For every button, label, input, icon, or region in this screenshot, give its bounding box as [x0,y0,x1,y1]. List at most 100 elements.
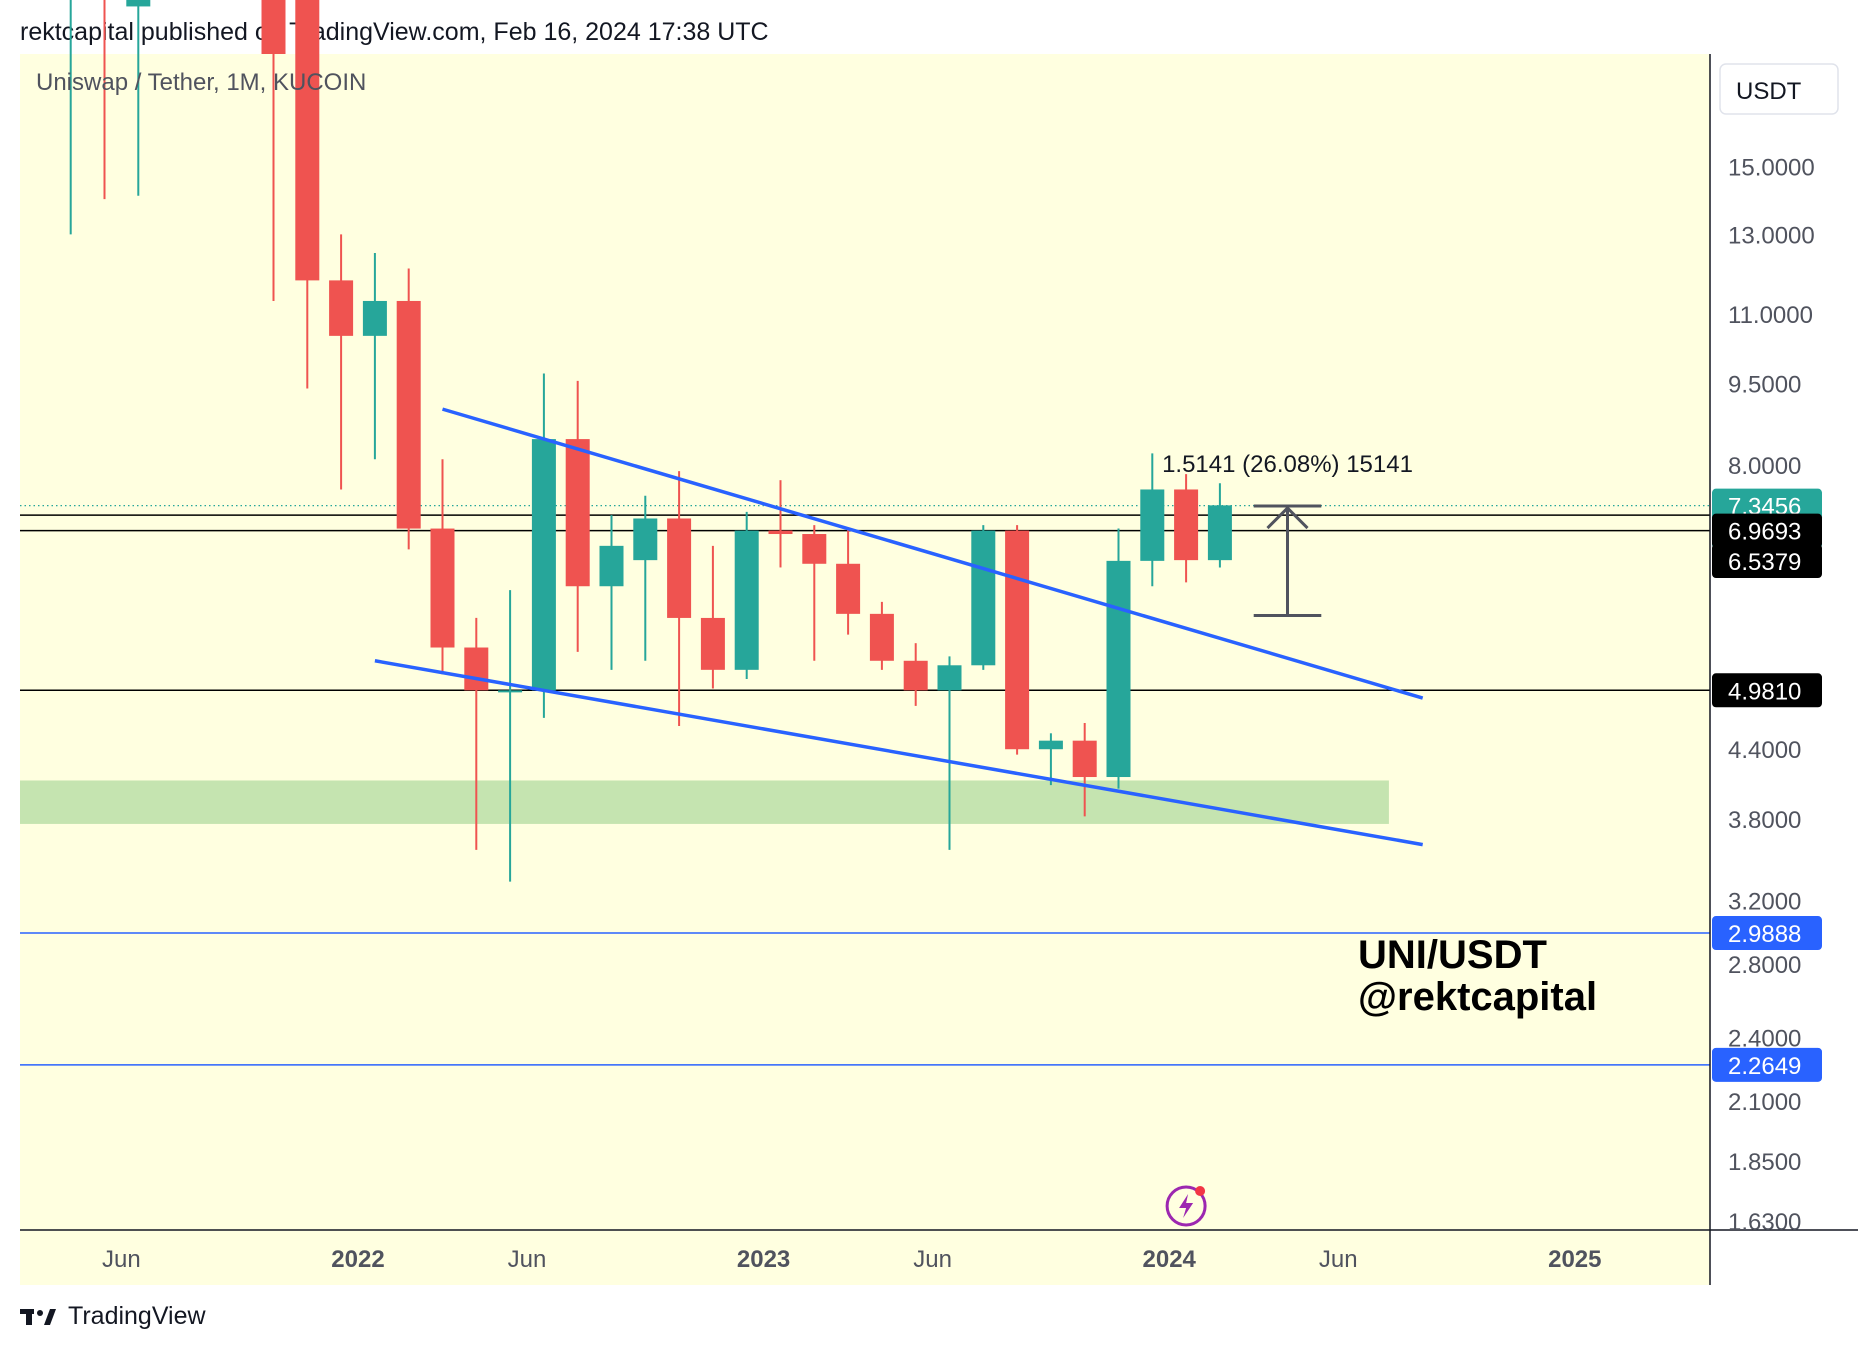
candle [633,495,658,661]
candle-body [768,530,793,535]
y-tick-label: 4.4000 [1728,737,1801,764]
measure-arrow-icon [1266,505,1309,530]
upper-trendline [442,407,1424,700]
candle-body [802,534,827,564]
candle-body [734,530,759,670]
y-tick-label: 3.2000 [1728,889,1801,916]
candle [1106,528,1131,789]
y-tick-label: 11.0000 [1728,302,1813,329]
price-tag-box [1712,513,1822,548]
price-tag-label: 6.5379 [1728,549,1801,576]
y-tick-label: 8.0000 [1728,453,1801,480]
candle [396,268,421,550]
candle [1038,733,1063,786]
watermark-line1: UNI/USDT [1358,933,1547,977]
candle-body [937,665,962,691]
candle-body [464,647,489,691]
candle-body [700,617,725,670]
candle [1174,474,1199,583]
candle-body [531,439,556,691]
y-tick-label: 2.4000 [1728,1025,1801,1052]
candle [464,617,489,850]
candle [531,373,556,718]
x-tick-label: 2025 [1548,1246,1601,1273]
y-tick-label: 2.8000 [1728,952,1801,979]
footer-brand[interactable]: TradingView [20,1302,206,1331]
x-tick-label: Jun [508,1246,547,1273]
candle-body [667,518,692,618]
currency-selector[interactable]: USDT [1719,63,1839,115]
candle-body [1072,740,1097,778]
candle [329,234,354,490]
candle-body [1174,489,1199,561]
candle [836,528,861,635]
candle-body [836,563,861,614]
candle [498,590,523,882]
price-tag-label: 4.9810 [1728,678,1801,705]
candle [103,0,106,200]
lightning-badge-icon [1165,1185,1207,1227]
candle-body [362,300,387,336]
y-tick-label: 13.0000 [1728,222,1815,249]
candle-body [430,528,455,648]
candle [937,656,962,850]
candle-body [1140,489,1165,561]
candle-body [295,0,320,281]
candle-body [971,530,996,666]
price-tag: 2.2649 [1712,1047,1822,1082]
price-tag-label: 2.2649 [1728,1053,1801,1080]
candle [869,601,894,670]
x-tick-label: Jun [102,1246,141,1273]
candle [1207,483,1232,568]
candle [700,545,725,689]
price-tag-box [1712,916,1822,951]
x-tick-label: 2024 [1143,1246,1197,1273]
y-tick-label: 9.5000 [1728,371,1801,398]
candle [802,525,827,661]
candle [667,471,692,727]
price-tag: 2.9888 [1712,916,1822,951]
measure-label: 1.5141 (26.08%) 15141 [1162,451,1413,478]
candle-body [396,300,421,529]
footer-brand-label: TradingView [68,1302,206,1330]
candle [430,459,455,675]
candle-body [1038,740,1063,750]
candle-body [329,280,354,336]
candle [1140,453,1165,587]
candle [599,515,624,670]
candle-body [599,545,624,587]
price-tag-box [1712,673,1822,708]
lower-trendline [374,659,1424,847]
candle-body [1207,505,1232,561]
price-tag-box [1712,544,1822,579]
y-tick-label: 1.6300 [1728,1209,1801,1236]
y-tick-label: 1.8500 [1728,1149,1801,1176]
candle-body [869,613,894,661]
candle-body [261,0,286,54]
candle [126,0,151,196]
candle-body [903,660,928,691]
x-tick-label: Jun [1319,1246,1358,1273]
x-tick-label: Jun [913,1246,952,1273]
candle [971,525,996,670]
price-axis-background [1710,54,1858,1230]
price-tag: 6.9693 [1712,513,1822,548]
y-tick-label: 2.1000 [1728,1089,1801,1116]
symbol-label: Uniswap / Tether, 1M, KUCOIN [36,69,366,96]
candle-body [565,439,590,587]
candle [261,0,286,301]
candle [768,480,793,568]
candle-body [498,690,523,693]
price-tag-box [1712,1047,1822,1082]
watermark-line2: @rektcapital [1358,975,1597,1019]
price-tag: 6.5379 [1712,544,1822,579]
y-tick-label: 15.0000 [1728,154,1815,181]
y-tick-label: 3.8000 [1728,807,1801,834]
candle [295,0,320,389]
currency-label: USDT [1736,78,1802,105]
support-zone [20,780,1389,824]
x-tick-label: 2022 [331,1246,384,1273]
candle-body [1106,560,1131,778]
time-axis-background [20,1230,1710,1285]
